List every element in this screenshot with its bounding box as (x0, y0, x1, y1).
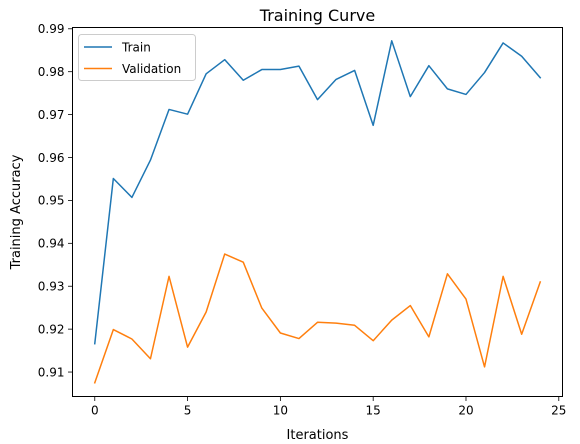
y-tick-label: 0.98 (38, 65, 65, 79)
y-tick-label: 0.91 (38, 365, 65, 379)
x-tick-label: 15 (366, 404, 381, 418)
y-tick-label: 0.94 (38, 237, 65, 251)
y-tick-label: 0.93 (38, 280, 65, 294)
series-line-train (93, 40, 542, 345)
legend-label-train: Train (121, 41, 151, 55)
x-axis-label: Iterations (287, 428, 349, 443)
y-axis-ticks: 0.91 0.92 0.93 0.94 0.95 0.96 0.97 0.98 0.99 (38, 22, 73, 379)
x-axis-ticks: 0 5 10 15 20 25 (91, 396, 566, 418)
y-axis-label: Training Accuracy (9, 154, 24, 270)
y-tick-label: 0.97 (38, 108, 65, 122)
y-tick-label: 0.92 (38, 322, 65, 336)
y-tick-label: 0.95 (38, 194, 65, 208)
plot-frame (72, 27, 563, 397)
series-layer (93, 40, 542, 384)
legend: Train Validation (78, 34, 196, 81)
x-tick-label: 20 (458, 404, 473, 418)
chart-title: Training Curve (259, 6, 375, 25)
x-tick-label: 5 (184, 404, 192, 418)
y-tick-label: 0.96 (38, 151, 65, 165)
x-tick-label: 0 (91, 404, 99, 418)
series-line-validation (93, 253, 542, 384)
x-tick-label: 25 (551, 404, 566, 418)
y-tick-label: 0.99 (38, 22, 65, 36)
x-tick-label: 10 (273, 404, 288, 418)
legend-label-validation: Validation (122, 62, 181, 76)
